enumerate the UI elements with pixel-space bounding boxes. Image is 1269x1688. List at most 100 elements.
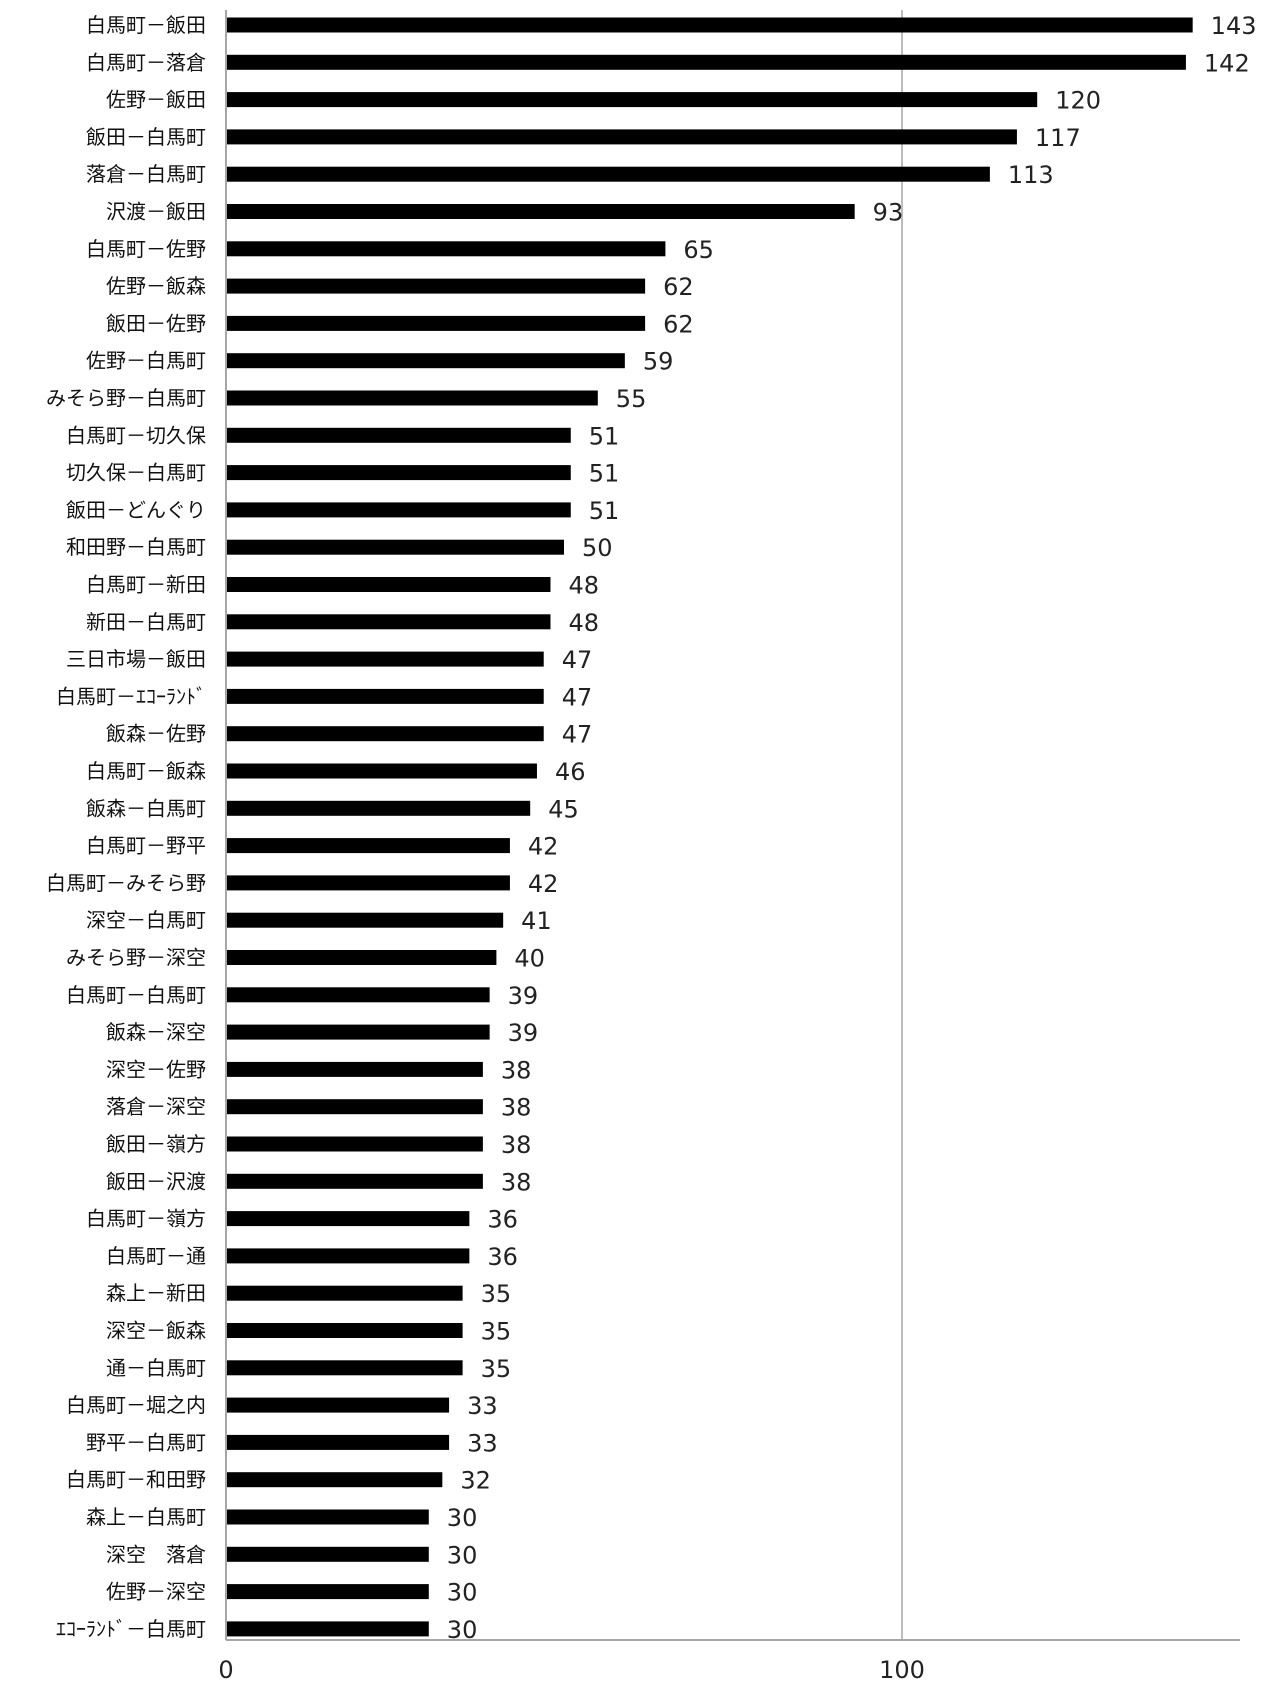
bar (226, 1397, 450, 1413)
bar (226, 1173, 483, 1189)
category-label: 白馬町－野平 (86, 834, 206, 858)
bar (226, 651, 544, 667)
value-label: 36 (487, 1243, 518, 1271)
value-label: 93 (873, 199, 904, 227)
value-label: 30 (447, 1616, 478, 1644)
bar (226, 1509, 429, 1525)
bar (226, 614, 551, 630)
bar (226, 1248, 470, 1264)
value-label: 38 (501, 1168, 532, 1196)
value-label: 55 (616, 385, 647, 413)
category-label: 白馬町－ｴｺｰﾗﾝﾄﾞ (56, 684, 206, 708)
bar (226, 1061, 483, 1077)
value-label: 35 (481, 1318, 512, 1346)
value-label: 38 (501, 1094, 532, 1122)
bar (226, 1584, 429, 1600)
bar (226, 241, 666, 257)
category-label: ｴｺｰﾗﾝﾄﾞ－白馬町 (56, 1617, 206, 1641)
category-label: 白馬町－飯森 (86, 759, 206, 783)
category-label: 佐野－白馬町 (86, 349, 206, 373)
value-label: 30 (447, 1579, 478, 1607)
x-tick-label: 100 (879, 1656, 925, 1684)
bar (226, 502, 571, 518)
value-label: 113 (1008, 161, 1054, 189)
category-label: 飯森－深空 (106, 1020, 206, 1044)
bar (226, 353, 625, 369)
category-label: 白馬町－通 (106, 1244, 206, 1268)
bar (226, 987, 490, 1003)
category-label: 飯田－どんぐり (66, 498, 206, 522)
value-label: 40 (514, 945, 545, 973)
value-label: 142 (1204, 49, 1250, 77)
category-label: 白馬町－飯田 (86, 13, 206, 37)
bar (226, 838, 510, 854)
bar (226, 1472, 443, 1488)
bar (226, 726, 544, 742)
value-label: 120 (1055, 87, 1101, 115)
bar (226, 465, 571, 481)
bar (226, 1285, 463, 1301)
category-label: 白馬町－堀之内 (66, 1393, 206, 1417)
bars (226, 17, 1193, 1637)
category-label: 新田－白馬町 (86, 610, 206, 634)
value-label: 62 (663, 273, 694, 301)
category-label: 白馬町－佐野 (86, 237, 206, 261)
bar (226, 1434, 450, 1450)
value-label: 38 (501, 1131, 532, 1159)
category-label: 深空－佐野 (106, 1057, 206, 1081)
bar (226, 800, 531, 816)
value-label: 48 (568, 572, 599, 600)
value-label: 30 (447, 1541, 478, 1569)
x-tick-label: 0 (218, 1656, 233, 1684)
bar (226, 763, 537, 779)
bar (226, 427, 571, 443)
category-label: 落倉－深空 (106, 1095, 206, 1119)
category-label: 白馬町－切久保 (66, 423, 206, 447)
bar (226, 278, 646, 294)
bar (226, 129, 1017, 145)
category-label: 通－白馬町 (106, 1356, 206, 1380)
value-label: 62 (663, 310, 694, 338)
axes (225, 10, 1240, 1641)
category-label: 飯田－嶺方 (106, 1132, 206, 1156)
value-label: 117 (1035, 124, 1081, 152)
bar (226, 1546, 429, 1562)
value-label: 51 (589, 497, 620, 525)
bar (226, 1136, 483, 1152)
category-label: 深空 落倉 (106, 1542, 206, 1566)
bar (226, 1621, 429, 1637)
category-label: 白馬町－嶺方 (86, 1207, 206, 1231)
category-label: 野平－白馬町 (86, 1430, 206, 1454)
category-label: 白馬町－落倉 (86, 50, 206, 74)
category-label: 三日市場－飯田 (66, 647, 206, 671)
value-label: 50 (582, 534, 613, 562)
category-label: 落倉－白馬町 (86, 162, 206, 186)
category-label: 佐野－飯森 (106, 274, 206, 298)
bar (226, 1099, 483, 1115)
value-label: 35 (481, 1355, 512, 1383)
category-label: みそら野－深空 (66, 946, 206, 970)
category-label: 佐野－飯田 (106, 88, 206, 112)
category-label: 飯森－白馬町 (86, 796, 206, 820)
value-label: 42 (528, 870, 559, 898)
category-label: 和田野－白馬町 (66, 535, 206, 559)
value-label: 41 (521, 907, 552, 935)
value-label: 42 (528, 833, 559, 861)
category-label: 飯田－白馬町 (86, 125, 206, 149)
value-label: 35 (481, 1280, 512, 1308)
bar (226, 204, 855, 219)
category-label: 白馬町－和田野 (66, 1468, 206, 1492)
bar (226, 1211, 470, 1227)
value-label: 143 (1211, 12, 1257, 40)
value-labels: 143 142 120 117 113 93 65 62 62 59 55 51 51 51 50 48 48 4… (447, 12, 1257, 1644)
value-label: 33 (467, 1429, 498, 1457)
bar (226, 1024, 490, 1040)
category-label: 飯田－沢渡 (106, 1169, 206, 1193)
bar (226, 875, 510, 891)
category-label: 深空－飯森 (106, 1319, 206, 1343)
bar (226, 390, 598, 406)
category-label: みそら野－白馬町 (46, 386, 206, 410)
category-label: 白馬町－新田 (86, 573, 206, 597)
category-label: 飯田－佐野 (106, 311, 206, 335)
